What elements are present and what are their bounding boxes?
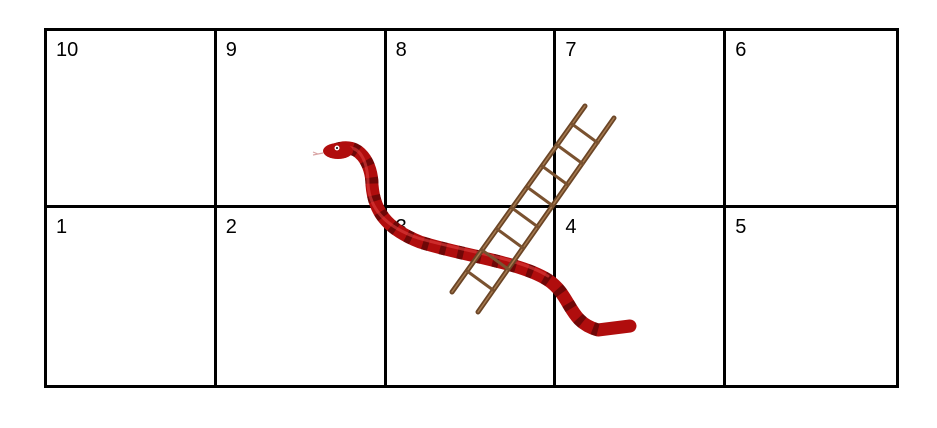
cell-number: 2 — [225, 216, 237, 238]
board-cell-7[interactable]: 7 — [556, 31, 727, 208]
cell-number: 1 — [56, 216, 68, 238]
cell-number: 9 — [225, 39, 237, 61]
board-cell-5[interactable]: 5 — [726, 208, 896, 385]
cell-number: 3 — [395, 216, 407, 238]
board-cell-10[interactable]: 10 — [47, 31, 217, 208]
board-cell-3[interactable]: 3 — [386, 208, 557, 385]
cell-number: 10 — [56, 39, 79, 61]
board-cell-8[interactable]: 8 — [386, 31, 557, 208]
board-cell-4[interactable]: 4 — [556, 208, 727, 385]
cell-number: 5 — [735, 216, 747, 238]
board-cell-1[interactable]: 1 — [47, 208, 217, 385]
cell-number: 7 — [565, 39, 577, 61]
game-board: 10 9 8 7 6 1 2 3 4 5 — [44, 28, 899, 388]
board-cell-9[interactable]: 9 — [216, 31, 387, 208]
cell-number: 6 — [735, 39, 747, 61]
board-cell-2[interactable]: 2 — [216, 208, 387, 385]
cell-number: 8 — [395, 39, 407, 61]
board-cell-6[interactable]: 6 — [726, 31, 896, 208]
cell-number: 4 — [565, 216, 577, 238]
